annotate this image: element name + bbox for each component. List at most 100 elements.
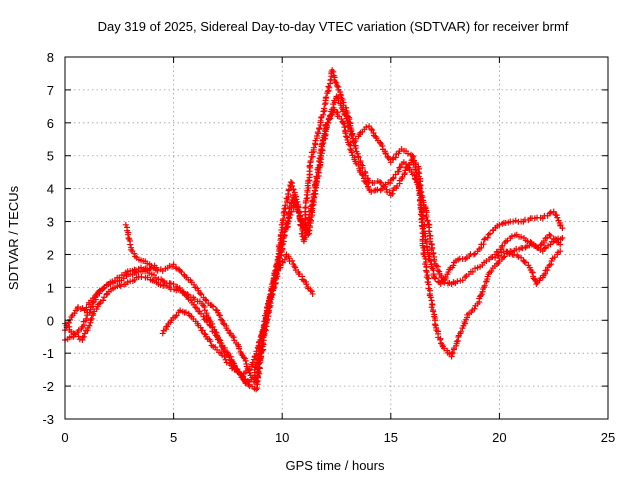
x-tick-label: 15 (384, 430, 398, 445)
data-point (346, 141, 353, 148)
data-point (177, 307, 184, 314)
data-point (326, 116, 333, 123)
data-point (424, 217, 431, 224)
data-point (284, 217, 291, 224)
data-point (231, 366, 238, 373)
data-point (132, 267, 139, 274)
data-point (309, 290, 316, 297)
data-point (484, 234, 491, 241)
data-point (552, 236, 559, 243)
data-point (335, 97, 342, 104)
data-point (125, 235, 132, 242)
data-point (350, 138, 357, 145)
data-point (210, 303, 217, 310)
data-point (547, 232, 554, 239)
data-point (548, 258, 555, 265)
axes-layer: 0 5 10 15 20 25 -3 -2 -1 0 1 2 3 4 5 6 7 8 (42, 50, 615, 445)
data-point (518, 254, 525, 261)
data-point (453, 338, 460, 345)
data-point (289, 257, 296, 264)
data-point (89, 299, 96, 306)
data-point (154, 267, 161, 274)
data-point (430, 250, 437, 257)
data-point (559, 235, 566, 241)
data-point (218, 343, 225, 350)
data-point (482, 235, 489, 242)
data-point (333, 93, 340, 100)
data-point (368, 188, 375, 195)
data-point (180, 289, 187, 296)
data-point (266, 304, 273, 311)
data-point (303, 281, 310, 288)
data-point (282, 202, 289, 209)
data-point (537, 242, 544, 249)
data-point (294, 198, 301, 205)
data-point (424, 244, 431, 251)
data-point (221, 353, 228, 360)
data-point (420, 233, 427, 240)
data-point (434, 267, 441, 274)
data-point (306, 222, 313, 229)
data-point (458, 328, 465, 335)
data-point (557, 241, 564, 248)
plot-frame (64, 56, 609, 420)
x-axis-label: GPS time / hours (286, 458, 385, 473)
x-tick-label: 25 (601, 430, 615, 445)
data-point (472, 265, 479, 272)
data-point (527, 238, 534, 245)
data-point (138, 273, 145, 280)
data-point (309, 202, 316, 209)
data-point (348, 149, 355, 156)
data-point (199, 327, 206, 334)
data-point (117, 283, 124, 290)
data-point (230, 334, 237, 341)
data-point (75, 333, 82, 340)
data-point (179, 288, 186, 295)
data-point (559, 225, 566, 232)
data-point (242, 357, 249, 364)
data-point (332, 78, 339, 85)
data-point (75, 327, 82, 334)
data-point (450, 262, 457, 269)
data-point (459, 277, 466, 284)
data-point (529, 269, 536, 276)
data-point (311, 194, 318, 201)
data-point (228, 362, 235, 369)
data-point (193, 305, 200, 312)
data-point (448, 350, 455, 357)
data-point (226, 329, 233, 336)
data-point (326, 84, 333, 91)
data-point (431, 258, 438, 265)
data-point (379, 142, 386, 149)
data-point (244, 378, 251, 385)
data-point (341, 124, 348, 131)
data-point (337, 102, 344, 109)
data-point (412, 176, 419, 183)
data-point (124, 231, 131, 238)
data-point (430, 308, 437, 315)
data-point (254, 378, 261, 385)
data-point (487, 230, 494, 237)
data-point (470, 251, 477, 258)
data-point (220, 320, 227, 327)
data-point (341, 111, 348, 118)
data-point (308, 288, 315, 295)
data-point (153, 264, 160, 271)
data-point (395, 168, 402, 175)
data-point (253, 386, 260, 393)
data-point (471, 305, 478, 312)
data-point (100, 285, 107, 292)
y-tick-label: 0 (47, 313, 54, 328)
data-point (207, 338, 214, 345)
data-point (87, 317, 94, 324)
x-tick-label: 5 (170, 430, 177, 445)
data-point (177, 267, 184, 274)
data-point (307, 287, 314, 294)
data-point (390, 174, 397, 181)
data-point (218, 316, 225, 323)
data-point (519, 245, 526, 252)
series-track-f (122, 221, 160, 271)
y-tick-label: 5 (47, 149, 54, 164)
y-tick-label: 8 (47, 50, 54, 65)
